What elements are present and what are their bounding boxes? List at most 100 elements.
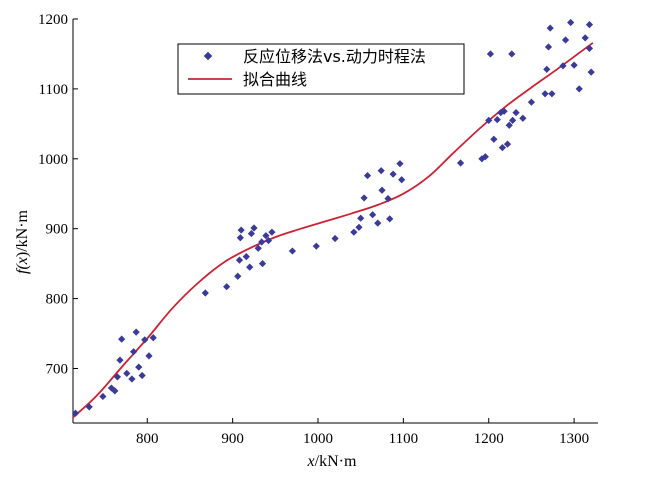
data-point	[369, 211, 377, 219]
data-point	[363, 171, 372, 180]
x-tick-label: 1200	[474, 431, 504, 447]
data-point	[201, 289, 209, 297]
points-layer	[71, 18, 595, 417]
data-point	[132, 328, 140, 336]
data-point	[264, 236, 273, 245]
data-point	[398, 176, 406, 184]
y-axis-label: f(x)/kN·m	[14, 209, 31, 274]
legend-marker-scatter	[203, 51, 213, 61]
data-point	[350, 228, 358, 236]
data-point	[268, 228, 276, 236]
data-point	[99, 392, 107, 401]
data-point	[357, 214, 365, 222]
data-point	[519, 114, 527, 122]
data-point	[234, 272, 242, 280]
data-point	[490, 135, 498, 143]
data-point	[118, 335, 126, 343]
data-point	[288, 247, 296, 255]
data-point	[254, 244, 262, 252]
data-point	[587, 68, 595, 76]
legend-box	[177, 43, 465, 95]
y-tick-label: 800	[46, 292, 69, 308]
ticks: 800 900 1000 1100 1200 1300 700 800 900 1000 1100 1…	[38, 12, 589, 447]
data-point	[128, 375, 136, 383]
data-point	[237, 226, 245, 234]
data-point	[559, 62, 567, 70]
data-point	[116, 356, 124, 364]
data-point	[135, 363, 143, 371]
x-tick-label: 800	[136, 431, 159, 447]
data-point	[374, 219, 382, 227]
data-point	[360, 194, 368, 202]
data-point	[512, 109, 520, 117]
data-point	[527, 98, 536, 106]
axes	[72, 19, 598, 424]
data-point	[478, 155, 486, 163]
data-point	[242, 253, 250, 261]
data-point	[355, 223, 363, 231]
y-tick-label: 1100	[39, 82, 68, 98]
data-point	[567, 18, 575, 27]
data-point	[548, 90, 556, 98]
data-point	[85, 403, 93, 411]
data-point	[138, 371, 146, 380]
data-point	[543, 65, 551, 73]
data-point	[541, 90, 549, 98]
data-point	[509, 116, 517, 124]
data-point	[331, 234, 339, 243]
data-point	[384, 195, 392, 203]
data-point	[223, 283, 231, 291]
data-point	[141, 336, 149, 344]
data-point	[71, 409, 80, 417]
data-point	[123, 369, 131, 377]
data-point	[570, 61, 578, 69]
fit-curve	[72, 42, 594, 419]
data-point	[258, 238, 266, 246]
data-point	[485, 116, 493, 124]
x-tick-label: 900	[221, 431, 244, 447]
legend: 反应位移法vs.动力时程法 拟合曲线	[177, 43, 465, 95]
x-tick-label: 1000	[303, 431, 333, 447]
data-point	[389, 170, 397, 178]
data-point	[456, 159, 465, 167]
data-point	[262, 232, 270, 240]
data-point	[581, 34, 589, 42]
data-point	[503, 140, 512, 148]
data-point	[111, 387, 119, 395]
data-point	[149, 334, 157, 342]
x-axis-label: x/kN·m	[307, 453, 357, 470]
data-point	[250, 224, 258, 232]
data-point	[113, 373, 121, 381]
y-tick-label: 700	[46, 361, 69, 377]
data-point	[486, 50, 495, 58]
data-point	[544, 43, 553, 51]
data-point	[481, 153, 489, 161]
data-point	[378, 186, 386, 194]
data-point	[145, 352, 153, 360]
y-tick-label: 1000	[38, 152, 68, 168]
fit-layer	[72, 42, 594, 419]
data-point	[386, 215, 394, 223]
data-point	[585, 20, 594, 29]
y-tick-label: 900	[46, 222, 69, 238]
data-point	[396, 160, 404, 168]
x-tick-label: 1100	[389, 431, 418, 447]
data-point	[498, 144, 506, 152]
data-point	[258, 260, 267, 268]
data-point	[236, 234, 244, 242]
data-point	[312, 242, 320, 250]
y-tick-label: 1200	[38, 12, 68, 28]
data-point	[246, 263, 254, 271]
data-point	[508, 50, 516, 58]
data-point	[505, 121, 513, 129]
data-point	[247, 229, 256, 238]
data-point	[500, 107, 508, 115]
data-point	[575, 85, 583, 93]
x-tick-label: 1300	[559, 431, 589, 447]
data-point	[493, 116, 501, 124]
data-point	[561, 36, 570, 44]
data-point	[130, 348, 138, 356]
data-point	[377, 167, 385, 175]
data-point	[107, 384, 116, 392]
